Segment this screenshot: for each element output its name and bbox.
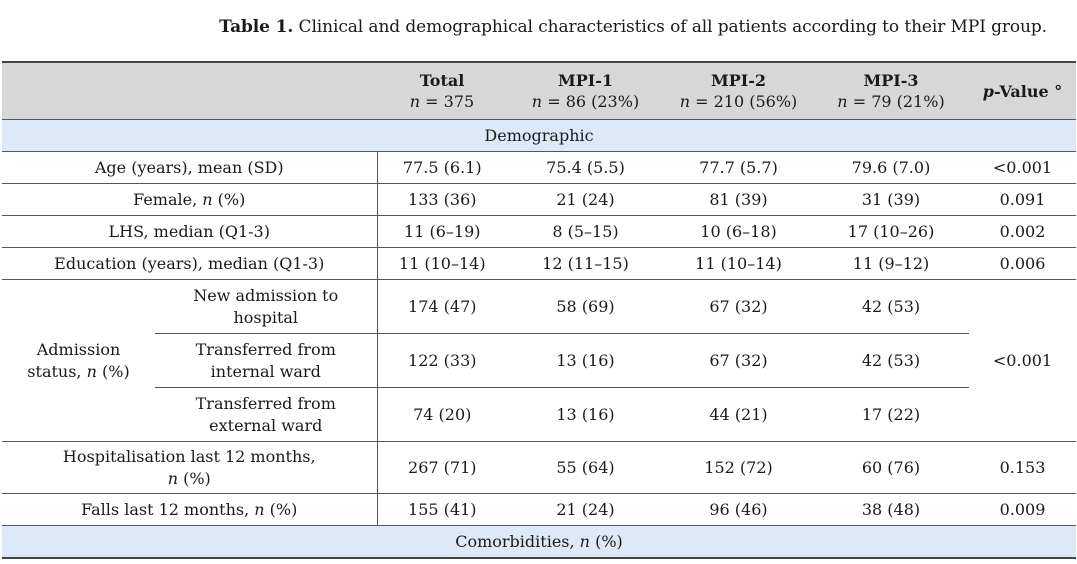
cell-mpi2: 67 (32) [664, 333, 813, 388]
cell-pvalue: 0.006 [969, 247, 1076, 280]
cell-total: 11 (6–19) [377, 215, 507, 248]
cell-mpi1: 21 (24) [507, 183, 664, 216]
table-row: Transferred from external ward 74 (20) 13… [2, 387, 1076, 442]
cell-pvalue: 0.009 [969, 493, 1076, 526]
table-caption: Table 1. Clinical and demographical char… [219, 17, 1047, 37]
characteristics-table: Total n = 375 MPI-1 n = 86 (23%) MPI-2 n… [2, 61, 1076, 559]
table-row: Female, n (%) 133 (36) 21 (24) 81 (39) 3… [2, 183, 1076, 216]
cell-total: 174 (47) [377, 279, 507, 334]
admission-sub-label: Transferred from external ward [155, 387, 378, 442]
admission-status-label: Admission status, n (%) [2, 279, 155, 442]
cell-mpi3: 17 (22) [813, 387, 969, 442]
cell-total: 74 (20) [377, 387, 507, 442]
cell-mpi2: 77.7 (5.7) [664, 151, 813, 184]
cell-total: 155 (41) [377, 493, 507, 526]
cell-total: 11 (10–14) [377, 247, 507, 280]
caption-text: Clinical and demographical characteristi… [298, 17, 1048, 37]
header-mpi3-name: MPI-3 [863, 71, 919, 90]
row-label: Hospitalisation last 12 months, n (%) [2, 441, 378, 494]
table-row: Transferred from internal ward 122 (33) 1… [2, 333, 1076, 388]
table-row: Hospitalisation last 12 months, n (%) 267… [2, 441, 1076, 494]
header-mpi1-n: n = 86 (23%) [531, 92, 640, 111]
header-row: Total n = 375 MPI-1 n = 86 (23%) MPI-2 n… [2, 61, 1076, 120]
cell-mpi3: 42 (53) [813, 279, 969, 334]
cell-pvalue: <0.001 [969, 279, 1076, 442]
row-label: Age (years), mean (SD) [2, 151, 378, 184]
header-mpi2-n: n = 210 (56%) [679, 92, 798, 111]
table-row: Age (years), mean (SD) 77.5 (6.1) 75.4 (… [2, 151, 1076, 184]
cell-mpi2: 10 (6–18) [664, 215, 813, 248]
cell-pvalue: <0.001 [969, 151, 1076, 184]
header-pvalue: p-Value ° [969, 61, 1076, 120]
cell-mpi3: 42 (53) [813, 333, 969, 388]
row-label: Female, n (%) [2, 183, 378, 216]
row-label: Falls last 12 months, n (%) [2, 493, 378, 526]
table-row: LHS, median (Q1-3) 11 (6–19) 8 (5–15) 10… [2, 215, 1076, 248]
header-empty-cell [2, 61, 377, 120]
row-label: Education (years), median (Q1-3) [2, 247, 378, 280]
cell-total: 77.5 (6.1) [377, 151, 507, 184]
section-comorbidities: Comorbidities, n (%) [2, 525, 1076, 559]
cell-mpi3: 38 (48) [813, 493, 969, 526]
table-row: Education (years), median (Q1-3) 11 (10–… [2, 247, 1076, 280]
table-row: Falls last 12 months, n (%) 155 (41) 21 … [2, 493, 1076, 526]
cell-mpi2: 44 (21) [664, 387, 813, 442]
header-mpi2: MPI-2 n = 210 (56%) [664, 61, 813, 120]
row-label: LHS, median (Q1-3) [2, 215, 378, 248]
cell-total: 133 (36) [377, 183, 507, 216]
header-mpi3-n: n = 79 (21%) [837, 92, 945, 111]
header-total: Total n = 375 [377, 61, 507, 120]
header-total-name: Total [419, 71, 465, 90]
caption-label: Table 1. [219, 17, 294, 37]
cell-total: 267 (71) [377, 441, 507, 494]
section-comorbidities-label: Comorbidities, n (%) [2, 525, 1076, 559]
cell-mpi2: 11 (10–14) [664, 247, 813, 280]
cell-mpi1: 55 (64) [507, 441, 664, 494]
cell-mpi3: 11 (9–12) [813, 247, 969, 280]
cell-mpi3: 17 (10–26) [813, 215, 969, 248]
section-demographic: Demographic [2, 119, 1076, 152]
cell-mpi1: 75.4 (5.5) [507, 151, 664, 184]
cell-mpi1: 8 (5–15) [507, 215, 664, 248]
cell-mpi2: 81 (39) [664, 183, 813, 216]
table-row: Admission status, n (%) New admission to… [2, 279, 1076, 442]
cell-mpi3: 60 (76) [813, 441, 969, 494]
cell-mpi1: 12 (11–15) [507, 247, 664, 280]
header-total-n: n = 375 [409, 92, 475, 111]
cell-mpi1: 21 (24) [507, 493, 664, 526]
admission-sub-label: New admission to hospital [155, 279, 378, 334]
section-demographic-label: Demographic [2, 119, 1076, 152]
header-mpi1: MPI-1 n = 86 (23%) [507, 61, 664, 120]
cell-total: 122 (33) [377, 333, 507, 388]
cell-mpi2: 152 (72) [664, 441, 813, 494]
admission-sub-label: Transferred from internal ward [155, 333, 378, 388]
cell-mpi2: 96 (46) [664, 493, 813, 526]
cell-mpi2: 67 (32) [664, 279, 813, 334]
cell-mpi1: 13 (16) [507, 387, 664, 442]
header-mpi1-name: MPI-1 [558, 71, 613, 90]
header-mpi3: MPI-3 n = 79 (21%) [813, 61, 969, 120]
cell-pvalue: 0.002 [969, 215, 1076, 248]
cell-mpi1: 13 (16) [507, 333, 664, 388]
header-mpi2-name: MPI-2 [711, 71, 766, 90]
cell-mpi3: 79.6 (7.0) [813, 151, 969, 184]
cell-mpi3: 31 (39) [813, 183, 969, 216]
cell-pvalue: 0.091 [969, 183, 1076, 216]
cell-mpi1: 58 (69) [507, 279, 664, 334]
cell-pvalue: 0.153 [969, 441, 1076, 494]
